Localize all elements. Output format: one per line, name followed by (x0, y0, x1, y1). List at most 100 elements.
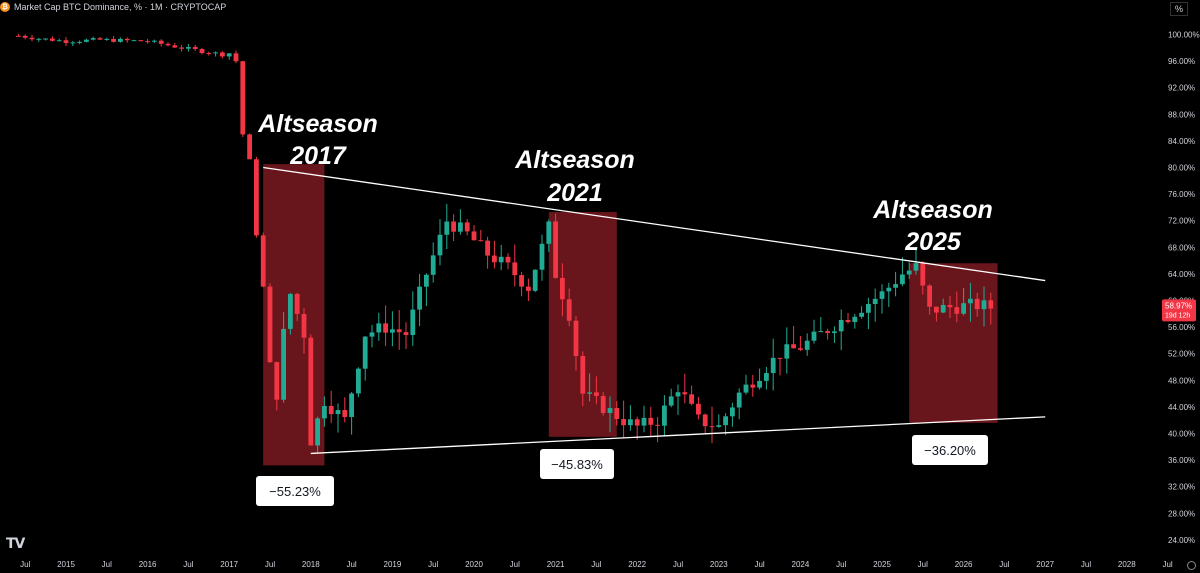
candle-body (29, 37, 35, 40)
x-tick-label: 2018 (302, 560, 320, 569)
y-tick-label: 76.00% (1168, 190, 1195, 199)
candle-body (580, 355, 586, 394)
trendline-lower[interactable] (310, 416, 1046, 455)
candle-body (104, 38, 110, 40)
x-tick-label: 2023 (710, 560, 728, 569)
candle-body (573, 320, 579, 356)
candle-body (668, 396, 674, 406)
candle-body (981, 300, 987, 310)
candle-body (852, 316, 858, 323)
candle-body (247, 134, 252, 160)
candle-body (328, 405, 334, 415)
altseason-highlight-boxes (263, 164, 998, 466)
trendline-upper[interactable] (263, 166, 1046, 282)
candle-body (138, 40, 144, 42)
candle-body (553, 221, 558, 278)
candle-body (417, 286, 422, 310)
x-tick-label: Jul (183, 560, 193, 569)
candle-body (968, 298, 973, 304)
x-tick-label: Jul (1162, 560, 1172, 569)
x-tick-label: 2015 (57, 560, 75, 569)
candle-body (682, 392, 688, 395)
altseason-annotation-line1: Altseason (257, 110, 377, 138)
candle-body (84, 39, 89, 42)
x-tick-label: Jul (591, 560, 601, 569)
x-tick-label: Jul (346, 560, 356, 569)
x-tick-label: 2026 (955, 560, 973, 569)
candle-body (90, 38, 96, 40)
candle-body (689, 394, 694, 404)
candle-body (641, 417, 647, 426)
y-tick-label: 52.00% (1168, 350, 1195, 359)
candle-body (451, 221, 456, 232)
candle-body (607, 408, 613, 413)
tradingview-logo[interactable]: TV (6, 536, 25, 552)
x-tick-label: 2020 (465, 560, 483, 569)
candle-body (145, 41, 150, 43)
candle-body (927, 285, 932, 307)
candle-body (478, 240, 484, 242)
candle-body (444, 221, 450, 235)
percent-scale-button[interactable]: % (1170, 2, 1188, 16)
candle-body (702, 414, 708, 427)
candle-body (818, 331, 824, 333)
candle-body (199, 49, 205, 54)
candle-body (600, 395, 606, 413)
candle-body (152, 40, 157, 42)
candle-body (63, 40, 69, 43)
x-tick-label: 2028 (1118, 560, 1136, 569)
candle-body (784, 344, 790, 359)
x-tick-label: Jul (918, 560, 928, 569)
drawdown-label: −45.83% (551, 457, 603, 472)
altseason-annotation-line2: 2025 (904, 228, 962, 256)
drawdown-label: −55.23% (269, 484, 321, 499)
candle-body (260, 235, 266, 287)
settings-gear-icon[interactable] (1187, 561, 1196, 570)
y-tick-label: 92.00% (1168, 84, 1195, 93)
candle-body (220, 52, 225, 57)
candle-body (485, 240, 490, 256)
candle-body (335, 410, 341, 415)
drawdown-label: −36.20% (924, 443, 976, 458)
candle-body (621, 419, 626, 426)
candle-body (56, 40, 62, 42)
candle-body (383, 323, 388, 333)
candle-body (512, 262, 518, 276)
candle-body (825, 331, 830, 334)
candle-body (947, 304, 953, 308)
x-tick-label: Jul (999, 560, 1009, 569)
candle-body (866, 303, 871, 313)
y-tick-label: 44.00% (1168, 403, 1195, 412)
y-tick-label: 32.00% (1168, 483, 1195, 492)
candle-body (913, 263, 919, 271)
candle-body (362, 336, 368, 369)
candle-body (356, 368, 361, 394)
candle-body (492, 255, 497, 263)
candle-body (233, 53, 239, 62)
chart-header: ₿ Market Cap BTC Dominance, % · 1M · CRY… (0, 0, 226, 14)
chart-title: Market Cap BTC Dominance, % · 1M · CRYPT… (14, 2, 227, 12)
x-tick-label: Jul (754, 560, 764, 569)
altseason-box (909, 263, 998, 423)
x-tick-label: 2016 (139, 560, 157, 569)
candle-body (736, 392, 742, 408)
y-tick-label: 28.00% (1168, 509, 1195, 518)
candle-body (743, 384, 749, 393)
candle-body (974, 298, 980, 310)
candlestick-series (16, 33, 994, 454)
candle-body (206, 53, 212, 55)
price-tag-box (1162, 299, 1196, 322)
candle-body (172, 45, 178, 48)
candle-body (566, 299, 572, 321)
candle-body (532, 269, 538, 291)
y-tick-label: 56.00% (1168, 323, 1195, 332)
candle-body (709, 426, 715, 428)
candle-body (158, 40, 164, 44)
candle-body (798, 348, 803, 350)
x-tick-label: 2025 (873, 560, 891, 569)
candle-body (920, 263, 926, 286)
price-tag-countdown: 19d 12h (1165, 312, 1190, 319)
candle-body (838, 319, 844, 332)
candle-body (118, 38, 123, 42)
